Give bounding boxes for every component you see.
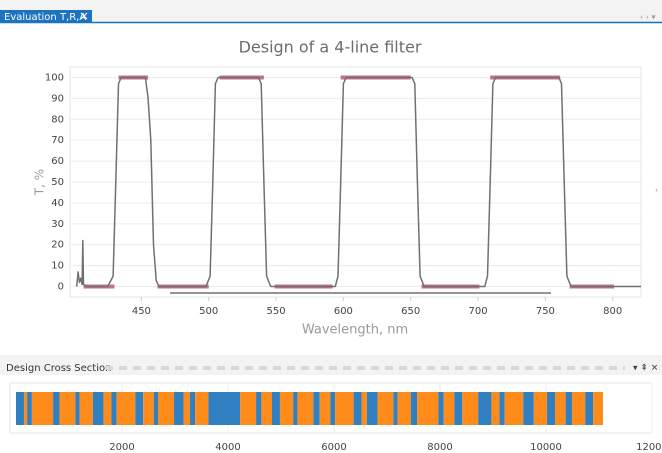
- x-tick-label: 4000: [215, 442, 240, 453]
- y-axis-label: T, %: [33, 169, 47, 196]
- layer: [158, 392, 174, 425]
- y-tick-label: 50: [51, 177, 64, 188]
- y-tick-label: 90: [51, 93, 64, 104]
- layer: [53, 392, 60, 425]
- layer: [116, 392, 136, 425]
- tab[interactable]: [0, 10, 92, 23]
- tab-scroll[interactable]: ‹ › ▾: [640, 13, 656, 22]
- layer: [59, 392, 76, 425]
- x-tick-label: 550: [266, 306, 285, 317]
- layer: [377, 392, 394, 425]
- layer: [279, 392, 294, 425]
- layer: [454, 392, 463, 425]
- layer: [462, 392, 479, 425]
- y-tick-label: 0: [58, 282, 64, 293]
- layer: [183, 392, 190, 425]
- layer: [361, 392, 367, 425]
- layer: [31, 392, 54, 425]
- layer: [533, 392, 548, 425]
- series-line: [75, 76, 641, 288]
- layer: [585, 392, 594, 425]
- y-tick-label: 10: [51, 261, 64, 272]
- layer: [111, 392, 117, 425]
- layer: [491, 392, 500, 425]
- layer: [293, 392, 298, 425]
- layer: [319, 392, 331, 425]
- layer: [79, 392, 93, 425]
- y-tick-label: 30: [51, 219, 64, 230]
- layer: [27, 392, 32, 425]
- layer: [330, 392, 336, 425]
- y-tick-label: 20: [51, 240, 64, 251]
- layer: [92, 392, 104, 425]
- x-tick-label: 6000: [321, 442, 346, 453]
- layer: [143, 392, 154, 425]
- x-tick-label: 10000: [530, 442, 562, 453]
- tab-strip: [0, 0, 662, 22]
- layer: [208, 392, 241, 425]
- layer: [417, 392, 439, 425]
- layer: [443, 392, 455, 425]
- panel-title: Design Cross Section: [6, 363, 111, 374]
- x-tick-label: 650: [401, 306, 420, 317]
- layer: [195, 392, 209, 425]
- layer: [565, 392, 572, 425]
- layer: [523, 392, 534, 425]
- y-tick-label: 70: [51, 135, 64, 146]
- layer: [271, 392, 280, 425]
- x-tick-label: 800: [603, 306, 622, 317]
- layer: [438, 392, 444, 425]
- layer: [153, 392, 159, 425]
- layer: [23, 392, 28, 425]
- x-tick-label: 12000: [636, 442, 662, 453]
- layer: [478, 392, 492, 425]
- layer: [353, 392, 362, 425]
- x-tick-label: 700: [469, 306, 488, 317]
- layer: [313, 392, 320, 425]
- side-arrow[interactable]: ‹: [655, 186, 658, 195]
- y-tick-label: 40: [51, 198, 64, 209]
- tab-close[interactable]: [80, 12, 88, 20]
- x-tick-label: 2000: [109, 442, 134, 453]
- chart-title: Design of a 4-line filter: [239, 38, 422, 57]
- layer: [571, 392, 586, 425]
- x-tick-label: 450: [132, 306, 151, 317]
- layer: [555, 392, 566, 425]
- x-tick-label: 8000: [427, 442, 452, 453]
- x-tick-label: 500: [199, 306, 218, 317]
- layer: [75, 392, 80, 425]
- layer: [173, 392, 184, 425]
- layer: [547, 392, 556, 425]
- y-tick-label: 80: [51, 114, 64, 125]
- layer: [297, 392, 314, 425]
- y-tick-label: 100: [45, 72, 64, 83]
- panel-buttons[interactable]: ▾ ⇞ ✕: [633, 364, 658, 374]
- x-tick-label: 600: [334, 306, 353, 317]
- layer: [135, 392, 144, 425]
- tab-title: Evaluation T,R,A: [4, 12, 86, 23]
- x-axis-label: Wavelength, nm: [302, 323, 408, 338]
- layer: [593, 392, 603, 425]
- layer: [261, 392, 272, 425]
- layer: [189, 392, 196, 425]
- layer: [504, 392, 524, 425]
- layer: [256, 392, 262, 425]
- layer: [16, 392, 24, 425]
- y-tick-label: 60: [51, 156, 64, 167]
- layer: [393, 392, 398, 425]
- layer: [397, 392, 411, 425]
- layer: [499, 392, 505, 425]
- layer: [240, 392, 257, 425]
- layer: [366, 392, 378, 425]
- layer: [410, 392, 418, 425]
- x-tick-label: 750: [536, 306, 555, 317]
- layer: [335, 392, 354, 425]
- layer: [103, 392, 112, 425]
